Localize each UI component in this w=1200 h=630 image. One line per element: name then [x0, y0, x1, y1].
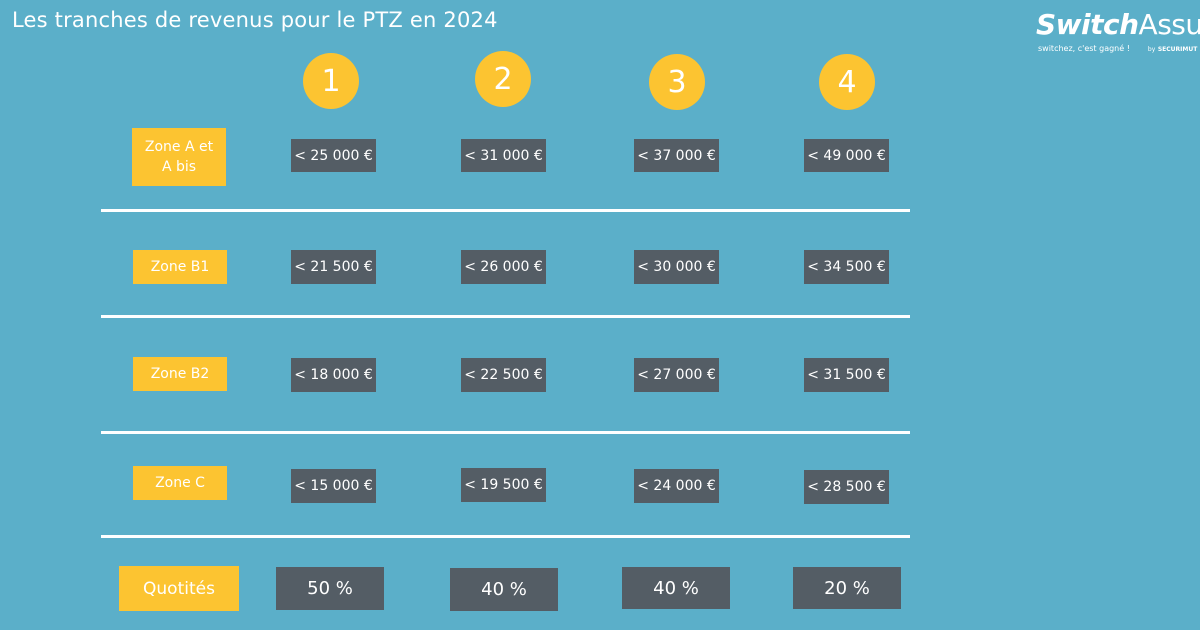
quotite-cell: 40 %	[622, 567, 730, 609]
tranche-3-badge: 3	[649, 54, 705, 110]
zone-b1-label: Zone B1	[133, 250, 227, 284]
tranche-1-badge: 1	[303, 53, 359, 109]
page-title: Les tranches de revenus pour le PTZ en 2…	[12, 8, 498, 32]
row-divider	[101, 535, 910, 538]
income-cell: < 22 500 €	[461, 358, 546, 392]
income-cell: < 21 500 €	[291, 250, 376, 284]
zone-c-label: Zone C	[133, 466, 227, 500]
zone-b2-label: Zone B2	[133, 357, 227, 391]
income-cell: < 49 000 €	[804, 139, 889, 172]
row-divider	[101, 209, 910, 212]
logo-tagline: switchez, c'est gagné ! by SECURIMUT	[1038, 44, 1198, 53]
quotite-cell: 40 %	[450, 568, 558, 611]
income-cell: < 37 000 €	[634, 139, 719, 172]
row-divider	[101, 315, 910, 318]
quotite-cell: 50 %	[276, 567, 384, 610]
income-cell: < 27 000 €	[634, 358, 719, 392]
income-cell: < 18 000 €	[291, 358, 376, 392]
logo-wordmark: SwitchAssur	[1036, 8, 1200, 41]
switchassur-logo: SwitchAssur switchez, c'est gagné !by SE…	[1036, 8, 1200, 58]
income-cell: < 31 500 €	[804, 358, 889, 392]
tranche-4-badge: 4	[819, 54, 875, 110]
income-cell: < 19 500 €	[461, 468, 546, 502]
income-cell: < 24 000 €	[634, 469, 719, 503]
quotites-label: Quotités	[119, 566, 239, 611]
quotite-cell: 20 %	[793, 567, 901, 609]
income-cell: < 34 500 €	[804, 250, 889, 284]
tranche-2-badge: 2	[475, 51, 531, 107]
income-cell: < 15 000 €	[291, 469, 376, 503]
income-cell: < 25 000 €	[291, 139, 376, 172]
income-cell: < 31 000 €	[461, 139, 546, 172]
income-cell: < 28 500 €	[804, 470, 889, 504]
zone-a-label: Zone A et A bis	[132, 128, 226, 186]
income-cell: < 26 000 €	[461, 250, 546, 284]
income-cell: < 30 000 €	[634, 250, 719, 284]
row-divider	[101, 431, 910, 434]
